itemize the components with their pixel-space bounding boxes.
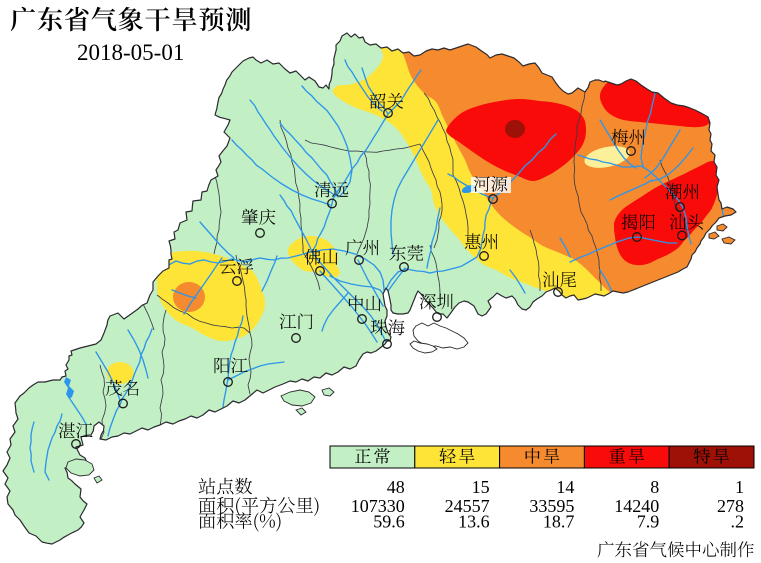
svg-text:7.9: 7.9 (637, 512, 660, 532)
svg-text:15: 15 (472, 477, 490, 497)
svg-text:278: 278 (717, 496, 744, 516)
svg-text:.2: .2 (731, 512, 745, 532)
svg-text:59.6: 59.6 (373, 512, 405, 532)
svg-text:18.7: 18.7 (543, 512, 575, 532)
svg-text:107330: 107330 (351, 496, 405, 516)
svg-text:8: 8 (650, 477, 659, 497)
svg-text:13.6: 13.6 (458, 512, 490, 532)
svg-text:14: 14 (556, 477, 574, 497)
svg-text:1: 1 (735, 477, 744, 497)
svg-text:48: 48 (387, 477, 405, 497)
svg-text:33595: 33595 (529, 496, 574, 516)
svg-text:2018-05-01: 2018-05-01 (77, 40, 184, 65)
svg-text:14240: 14240 (614, 496, 659, 516)
svg-text:24557: 24557 (445, 496, 490, 516)
